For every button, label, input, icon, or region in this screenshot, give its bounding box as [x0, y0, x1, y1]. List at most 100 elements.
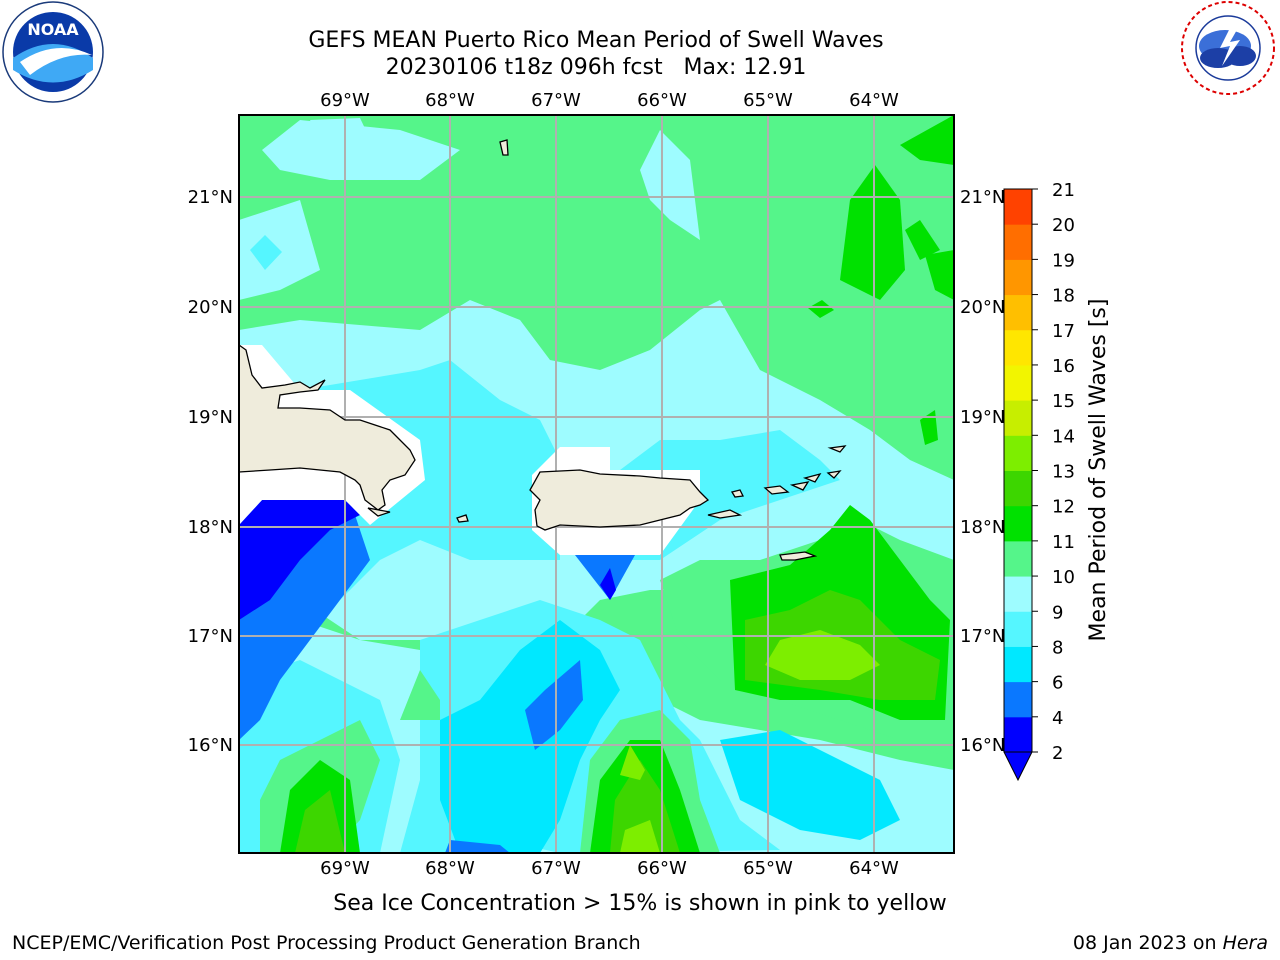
swell-band-8-9-n: [640, 130, 700, 240]
colorbar-segment: [1004, 435, 1032, 471]
colorbar: 2 4 6 8 9 10 11 12 13 14 15 16 17 18 19 20 21: [1003, 180, 1075, 782]
swell-band-10-11-east-edge: [925, 250, 954, 300]
colorbar-segment: [1004, 470, 1032, 507]
colorbar-segment: [1004, 224, 1032, 260]
lat-label-left: 21°N: [188, 187, 233, 208]
puerto-rico: [529, 469, 710, 531]
swell-band-4-6-central: [525, 660, 583, 750]
colorbar-tick-label: 6: [1052, 673, 1063, 694]
swell-band-10-11-east-small: [920, 410, 938, 445]
lat-label-right: 16°N: [960, 735, 1005, 756]
colorbar-tick-label: 11: [1052, 532, 1075, 553]
colorbar-tick-label: 10: [1052, 567, 1075, 588]
virgin-gorda: [826, 470, 842, 479]
st-john: [789, 481, 810, 491]
map-frame: [238, 114, 955, 854]
lat-label-right: 21°N: [960, 187, 1005, 208]
lon-label-top: 67°W: [531, 90, 581, 111]
lon-label-top: 69°W: [320, 90, 370, 111]
culebra: [730, 489, 744, 498]
lon-label-bottom: 66°W: [637, 858, 687, 879]
footer-machine: Hera: [1222, 932, 1268, 954]
tortola: [802, 472, 822, 483]
lat-labels-right: 21°N 20°N 19°N 18°N 17°N 16°N: [960, 187, 1005, 756]
lon-label-top: 64°W: [849, 90, 899, 111]
anegada: [827, 445, 847, 453]
swell-band-6-8-nw: [250, 235, 282, 270]
footer-date-text: 08 Jan 2023 on: [1072, 932, 1217, 954]
vieques: [707, 509, 743, 519]
lat-label-left: 16°N: [188, 735, 233, 756]
colorbar-tick-label: 16: [1052, 356, 1075, 377]
colorbar-tick-label: 12: [1052, 497, 1075, 518]
colorbar-segment: [1004, 611, 1032, 647]
colorbar-segment: [1004, 540, 1032, 577]
swell-band-10-11-dot: [808, 300, 834, 318]
lon-label-top: 66°W: [637, 90, 687, 111]
swell-band-4-6-south-edge: [445, 840, 510, 853]
swell-band-9-10-central-south: [400, 670, 440, 720]
cliff-islet: [499, 139, 509, 156]
colorbar-tick-label: 21: [1052, 180, 1075, 201]
st-croix: [779, 551, 818, 561]
lon-label-bottom: 65°W: [743, 858, 793, 879]
swell-band-10-11-ne-corner: [900, 115, 954, 165]
colorbar-tick-label: 15: [1052, 391, 1075, 412]
footer-credit: NCEP/EMC/Verification Post Processing Pr…: [12, 932, 641, 954]
lon-label-bottom: 68°W: [425, 858, 475, 879]
colorbar-segment: [1004, 259, 1032, 296]
colorbar-segment: [1004, 364, 1032, 401]
sea-ice-note: Sea Ice Concentration > 15% is shown in …: [333, 891, 947, 916]
swell-band-2-4-southwest: [239, 500, 360, 620]
colorbar-tick-label: 13: [1052, 462, 1075, 483]
colorbar-segment: [1004, 716, 1032, 753]
mona-island: [456, 514, 469, 523]
colorbar-segment: [1004, 681, 1032, 718]
map-title: GEFS MEAN Puerto Rico Mean Period of Swe…: [308, 28, 884, 53]
lon-label-bottom: 69°W: [320, 858, 370, 879]
isla-saona: [367, 507, 391, 517]
hispaniola: [239, 344, 416, 511]
lat-label-left: 18°N: [188, 517, 233, 538]
colorbar-label: Mean Period of Swell Waves [s]: [1086, 299, 1111, 642]
lat-label-right: 19°N: [960, 407, 1005, 428]
colorbar-segment: [1004, 505, 1032, 542]
lon-label-top: 68°W: [425, 90, 475, 111]
swell-band-2-4-prs: [600, 568, 616, 600]
colorbar-tick-label: 4: [1052, 708, 1063, 729]
colorbar-tick-label: 2: [1052, 743, 1063, 764]
swell-band-12-13-east: [765, 630, 880, 680]
swell-band-4-6-east: [720, 730, 900, 840]
colorbar-segment: [1004, 189, 1032, 225]
lon-label-bottom: 67°W: [531, 858, 581, 879]
colorbar-segment: [1004, 576, 1032, 612]
swell-band-12-13-south: [620, 820, 660, 853]
lat-label-left: 19°N: [188, 407, 233, 428]
lon-label-bottom: 64°W: [849, 858, 899, 879]
colorbar-tick-label: 8: [1052, 637, 1063, 658]
lat-label-left: 20°N: [188, 297, 233, 318]
swell-band-12-13-peak: [620, 745, 645, 780]
map-subtitle: 20230106 t18z 096h fcst Max: 12.91: [385, 55, 807, 80]
noaa-logo: NOAA: [2, 1, 104, 103]
lon-labels-bottom: 69°W 68°W 67°W 66°W 65°W 64°W: [320, 858, 899, 879]
gridlines: [239, 115, 954, 853]
footer-date: 08 Jan 2023 on Hera: [1073, 932, 1268, 954]
swell-band-10-11-ne-mid: [905, 220, 940, 260]
lon-labels-top: 69°W 68°W 67°W 66°W 65°W 64°W: [320, 90, 899, 111]
lon-label-top: 65°W: [743, 90, 793, 111]
st-thomas: [763, 485, 790, 495]
colorbar-tick-label: 18: [1052, 286, 1075, 307]
colorbar-tick-label: 9: [1052, 602, 1063, 623]
lat-label-right: 20°N: [960, 297, 1005, 318]
colorbar-tick-label: 14: [1052, 426, 1075, 447]
colorbar-tick-label: 17: [1052, 321, 1075, 342]
colorbar-segment: [1004, 329, 1032, 366]
nws-logo: [1181, 1, 1275, 95]
swell-band-10-11-northeast: [840, 165, 905, 300]
lat-label-left: 17°N: [188, 626, 233, 647]
colorbar-tick-label: 20: [1052, 215, 1075, 236]
colorbar-tick-label: 19: [1052, 250, 1075, 271]
noaa-logo-text: NOAA: [27, 20, 79, 39]
